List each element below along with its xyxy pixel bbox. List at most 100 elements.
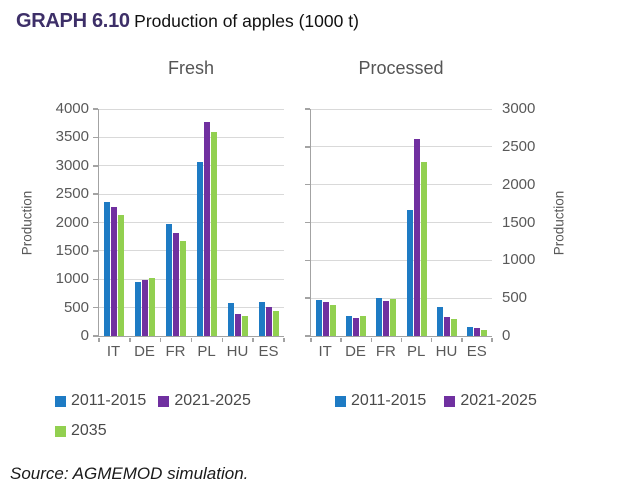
x-axis-label-de: DE <box>134 343 155 360</box>
y-axis-title-box: Production <box>548 109 570 337</box>
bar-group-pl <box>191 109 222 336</box>
bar-2021-2025-de <box>142 280 149 336</box>
fresh-chart: Fresh Production 0 500 1000 1500 2000 2500 300… <box>16 57 285 452</box>
bar-2011-2015-hu <box>227 302 234 336</box>
y-axis-tick <box>305 297 310 299</box>
x-axis-labels: IT DE FR PL HU ES <box>310 343 492 360</box>
bar-2035-fr <box>390 299 397 336</box>
gridline <box>99 278 284 280</box>
bar-2021-2025-es <box>265 306 272 336</box>
bar-2035-pl <box>210 131 217 336</box>
y-tick-label: 2000 <box>502 175 536 193</box>
y-axis-tick <box>305 108 310 110</box>
x-axis-tick <box>129 337 131 342</box>
bar-2011-2015-it <box>316 299 323 336</box>
x-axis-tick <box>283 337 285 342</box>
gridline <box>311 259 492 261</box>
x-axis-labels: IT DE FR PL HU ES <box>98 343 284 360</box>
x-axis-tick <box>310 337 312 342</box>
x-axis-tick <box>252 337 254 342</box>
y-axis-tick <box>93 221 98 224</box>
y-axis-tick <box>305 259 310 262</box>
x-axis-label-fr: FR <box>165 343 186 360</box>
y-axis-tick <box>93 278 98 280</box>
gridline <box>99 193 284 195</box>
legend-item-2035: 2035 <box>55 422 107 440</box>
x-axis-tick <box>159 337 162 342</box>
x-axis-tick <box>461 337 463 342</box>
gridline <box>311 146 492 148</box>
chart-title-fresh: Fresh <box>167 58 214 78</box>
bar-2021-2025-it <box>111 206 118 336</box>
bar-2011-2015-pl <box>196 161 203 336</box>
fresh-chart-row: Production 0 500 1000 1500 2000 2500 3000 3500 4… <box>16 100 285 360</box>
legend-item-2011-2015: 2011-2015 <box>55 392 146 410</box>
x-axis-tick <box>98 337 100 342</box>
processed-chart-row: IT DE FR PL HU ES 0 500 1000 1500 2000 2500 3000 Pr… <box>305 100 570 360</box>
y-axis-tick <box>93 108 98 110</box>
bar-2021-2025-hu <box>234 314 241 336</box>
gridline <box>99 136 284 138</box>
gridline <box>311 108 492 110</box>
y-tick-label: 1500 <box>55 241 89 259</box>
legend-row: 2035 <box>55 422 284 440</box>
graph-number-label: GRAPH 6.10 <box>16 10 130 32</box>
bar-2021-2025-fr <box>383 301 390 336</box>
y-axis-tick <box>93 193 98 195</box>
charts-area: Fresh Production 0 500 1000 1500 2000 2500 300… <box>16 57 640 452</box>
y-axis-title: Production <box>19 190 35 256</box>
bar-2011-2015-pl <box>406 209 413 336</box>
gridline <box>99 250 284 252</box>
x-axis-tick <box>221 337 224 342</box>
bar-2021-2025-fr <box>173 233 180 336</box>
bar-2021-2025-es <box>473 328 480 336</box>
legend-row: 2011-2015 2021-2025 <box>335 392 570 410</box>
bar-group-de <box>130 109 161 336</box>
x-axis-label-hu: HU <box>435 343 458 360</box>
x-axis-label-fr: FR <box>375 343 396 360</box>
gridline <box>99 307 284 309</box>
legend-swatch <box>335 396 346 407</box>
legend-row: 2011-2015 2021-2025 <box>55 392 284 410</box>
source-note: Source: AGMEMOD simulation. <box>10 464 249 483</box>
bar-2011-2015-fr <box>166 224 173 336</box>
x-axis-label-pl: PL <box>197 343 216 360</box>
y-tick-label: 3000 <box>55 156 89 174</box>
y-axis-tick <box>93 136 98 139</box>
y-tick-label: 3000 <box>502 100 536 117</box>
y-tick-label: 2500 <box>502 137 536 155</box>
bar-2035-it <box>330 304 337 336</box>
header: GRAPH 6.10 Production of apples (1000 t) <box>16 10 640 33</box>
bar-group-es <box>253 109 284 336</box>
y-axis-tick <box>93 165 98 167</box>
y-axis-tick <box>305 183 310 186</box>
legend-swatch <box>55 426 66 437</box>
legend-label: 2011-2015 <box>351 392 427 409</box>
bar-group-fr <box>371 109 401 336</box>
bar-2011-2015-fr <box>376 298 383 336</box>
bar-2035-pl <box>420 161 427 336</box>
y-tick-label: 2000 <box>55 213 89 231</box>
y-tick-label: 4000 <box>55 100 89 117</box>
x-axis-tick <box>340 337 342 342</box>
y-axis-tick <box>93 335 98 337</box>
bar-2035-it <box>118 215 125 336</box>
legend-processed: 2011-2015 2021-2025 <box>335 392 570 410</box>
bar-2021-2025-it <box>323 301 330 336</box>
page-title: Production of apples (1000 t) <box>134 11 359 31</box>
bar-2035-de <box>360 315 367 336</box>
bar-group-hu <box>432 109 462 336</box>
x-axis-tick <box>400 337 403 342</box>
bar-2021-2025-pl <box>203 122 210 336</box>
y-tick-label: 1000 <box>502 251 536 269</box>
legend-fresh: 2011-2015 2021-2025 2035 <box>55 392 284 440</box>
y-axis-tick <box>93 250 98 252</box>
gridline <box>311 297 492 299</box>
bar-groups <box>311 109 492 336</box>
legend-label: 2021-2025 <box>174 392 251 409</box>
y-tick-label: 0 <box>502 327 511 344</box>
x-axis-label-de: DE <box>345 343 366 360</box>
x-axis-label-pl: PL <box>406 343 426 360</box>
x-axis-label-es: ES <box>258 343 279 360</box>
